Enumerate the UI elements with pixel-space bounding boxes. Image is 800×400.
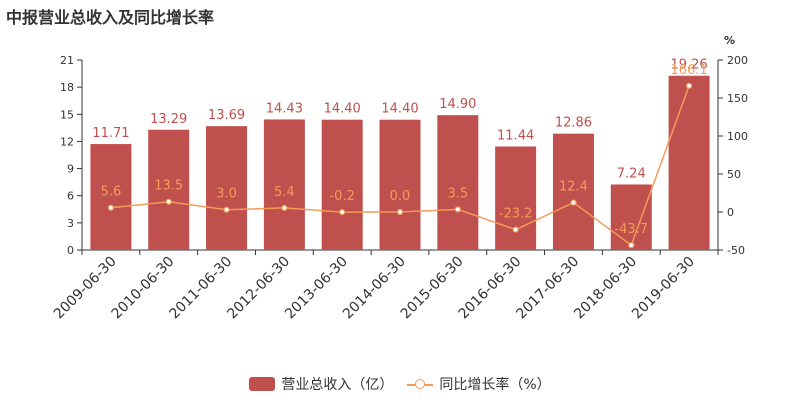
growth-value-label: 5.6 [101,185,122,200]
bar-value-label: 14.43 [266,101,303,116]
growth-value-label: 13.5 [154,179,183,194]
growth-point [685,82,693,89]
legend-item-revenue[interactable]: 营业总收入（亿） [249,374,393,394]
growth-point [223,206,230,213]
growth-point [281,204,288,211]
bar [610,184,652,250]
bar [263,119,305,250]
y-right-tick-label: 150 [727,92,748,105]
bar [437,115,479,250]
y-left-tick-label: 3 [67,217,74,230]
growth-value-label: -0.2 [329,189,354,204]
bar [90,144,132,250]
bar-value-label: 12.86 [555,116,592,131]
bar [206,126,248,250]
legend-item-growth[interactable]: 同比增长率（%） [407,374,551,394]
y-right-unit: % [724,34,735,47]
y-left-tick-label: 18 [60,81,74,94]
y-right-tick-label: 0 [727,206,734,219]
bar [668,75,710,250]
bar [148,129,190,250]
legend-line-swatch [407,377,434,391]
growth-point [165,198,172,205]
growth-point [396,208,404,216]
growth-point [628,242,635,249]
growth-value-label: 3.5 [447,186,468,201]
bar-value-label: 19.26 [670,58,707,73]
bar [495,146,537,250]
legend-label-revenue: 营业总收入（亿） [281,377,394,393]
legend: 营业总收入（亿） 同比增长率（%） [0,374,800,394]
growth-value-label: 166.1 [670,63,707,78]
bar-value-label: 14.40 [324,102,361,117]
bar-value-label: 7.24 [617,166,646,181]
growth-point [107,204,115,211]
y-left-tick-label: 9 [67,163,74,176]
bar-value-label: 14.40 [381,102,418,117]
y-left-tick-label: 21 [60,54,74,67]
growth-value-label: 0.0 [390,189,411,204]
bar-value-label: 13.29 [150,112,187,127]
growth-value-label: -23.2 [499,207,533,222]
bar-value-label: 11.44 [497,128,534,143]
bar-value-label: 11.71 [92,126,129,141]
y-left-tick-label: 12 [60,135,74,148]
y-left-tick-label: 15 [60,108,74,121]
y-right-tick-label: 50 [727,168,741,181]
x-tick-label: 2019-06-30 [629,254,698,323]
growth-point [570,199,577,206]
growth-point [512,226,519,233]
bar [552,133,594,250]
growth-point [454,206,461,213]
y-right-tick-label: 200 [727,54,748,67]
y-right-tick-label: 100 [727,130,748,143]
bar [321,119,363,250]
bar [379,119,421,250]
chart-title: 中报营业总收入及同比增长率 [6,8,215,27]
y-left-tick-label: 0 [67,244,74,257]
growth-value-label: -43.7 [614,222,648,237]
legend-bar-swatch [249,377,276,391]
growth-value-label: 5.4 [274,185,295,200]
y-right-tick-label: -50 [727,244,745,257]
bar-value-label: 13.69 [208,108,245,123]
legend-label-growth: 同比增长率（%） [439,377,551,393]
bar-value-label: 14.90 [439,97,476,112]
y-left-tick-label: 6 [67,190,74,203]
growth-value-label: 12.4 [559,180,588,195]
growth-point [339,209,346,216]
growth-value-label: 3.0 [216,187,237,202]
